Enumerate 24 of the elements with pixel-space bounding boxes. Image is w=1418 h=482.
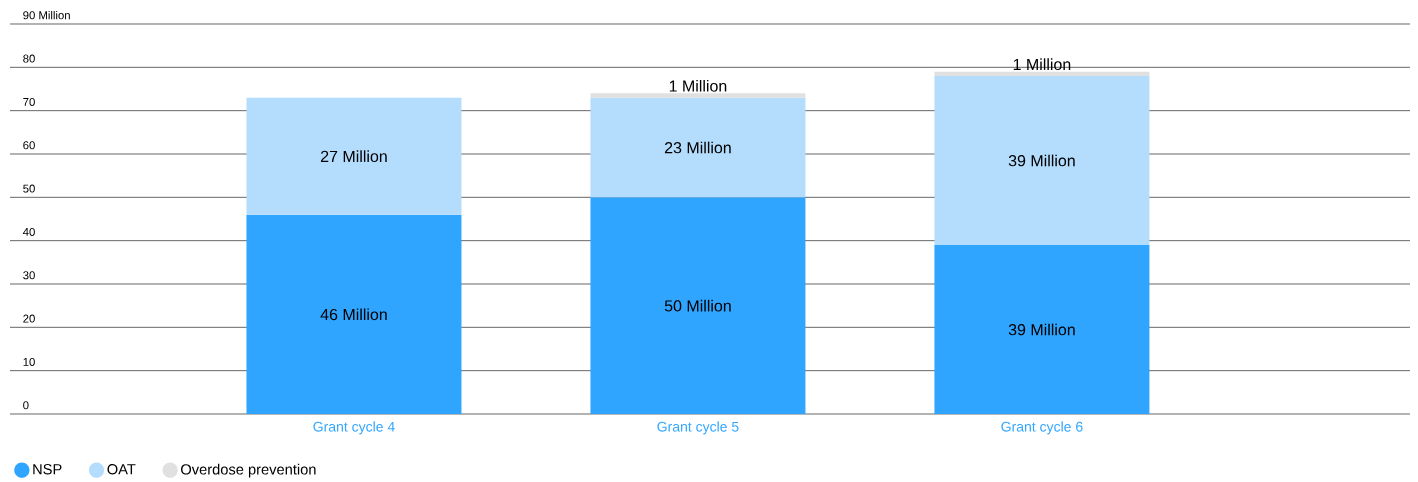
y-tick-label: 40 xyxy=(22,228,35,237)
y-tick-label: 30 xyxy=(23,271,35,280)
data-label: 23 Million xyxy=(664,141,731,154)
y-tick-label: 10 xyxy=(23,358,35,367)
x-tick-label: Grant cycle 5 xyxy=(657,421,739,435)
y-tick-label: 50 xyxy=(23,184,35,193)
data-label: 39 Million xyxy=(1008,154,1075,167)
y-tick-label: 70 xyxy=(23,98,35,107)
data-label: 39 Million xyxy=(1008,323,1075,336)
x-tick-label: Grant cycle 6 xyxy=(1001,421,1083,435)
legend-label: Overdose prevention xyxy=(181,463,316,478)
y-tick-label: 0 xyxy=(23,401,29,410)
y-tick-label: 20 xyxy=(23,314,35,323)
x-tick-label: Grant cycle 4 xyxy=(313,421,395,435)
data-label: 46 Million xyxy=(320,308,387,321)
data-label: 1 Million xyxy=(669,80,727,92)
data-label: 27 Million xyxy=(320,150,387,163)
y-tick-label: 90 Million xyxy=(23,11,70,20)
data-label: 1 Million xyxy=(1013,58,1071,71)
y-tick-label: 60 xyxy=(23,141,35,150)
y-tick-label: 80 xyxy=(23,54,35,63)
legend-label: OAT xyxy=(107,464,136,475)
legend-label: NSP xyxy=(33,464,62,475)
data-label: 50 Million xyxy=(664,299,731,312)
